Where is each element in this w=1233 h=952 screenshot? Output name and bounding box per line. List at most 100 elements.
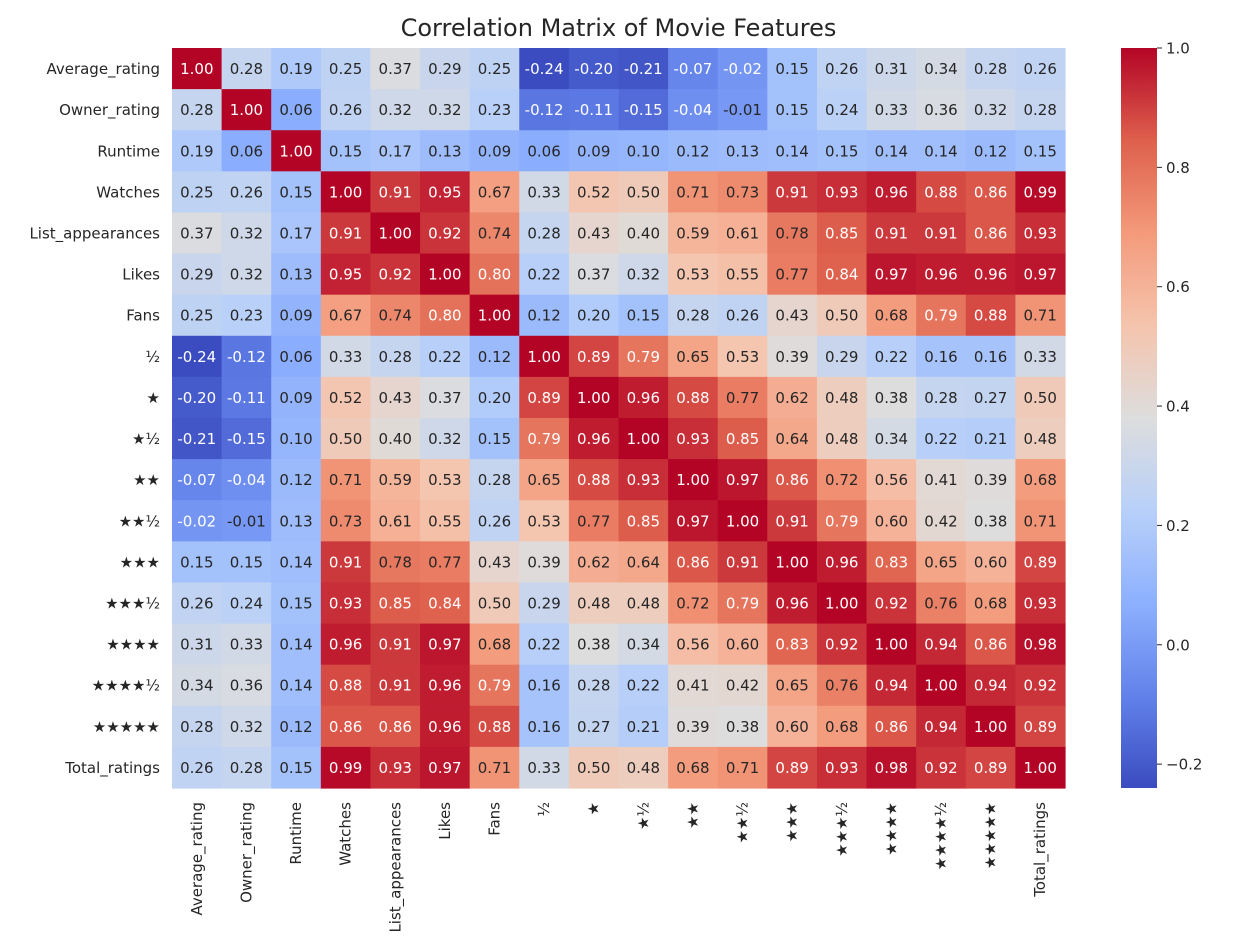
heatmap-cell-10-17	[1015, 459, 1066, 501]
heatmap-cell-4-14	[866, 212, 917, 255]
heatmap-cell-5-7	[519, 253, 570, 296]
heatmap-cell-0-16	[965, 48, 1016, 90]
heatmap-annotation-0-13: 0.26	[825, 60, 858, 78]
heatmap-cell-9-10	[668, 418, 719, 460]
heatmap-annotation-3-3: 1.00	[329, 183, 362, 201]
x-tick-label-0: Average_rating	[188, 802, 207, 916]
heatmap-cell-11-6	[469, 500, 520, 542]
heatmap-cell-6-15	[916, 294, 967, 337]
x-tick-label-7: ½	[535, 802, 553, 817]
heatmap-cell-1-11	[717, 89, 768, 131]
heatmap-annotation-6-0: 0.25	[180, 307, 213, 325]
heatmap-cell-7-15	[916, 335, 967, 378]
heatmap-cell-13-16	[965, 582, 1016, 625]
heatmap-annotation-16-10: 0.39	[676, 718, 709, 736]
heatmap-cell-15-14	[866, 664, 917, 707]
heatmap-cell-9-7	[519, 418, 570, 460]
heatmap-annotation-9-9: 1.00	[627, 430, 660, 448]
heatmap-annotation-17-15: 0.92	[924, 759, 957, 777]
x-tick-label-3: Watches	[337, 802, 355, 866]
heatmap-annotation-12-9: 0.64	[627, 553, 660, 571]
heatmap-annotation-1-8: -0.11	[574, 101, 613, 119]
heatmap-annotation-11-7: 0.53	[527, 512, 560, 530]
heatmap-annotation-3-17: 0.99	[1023, 183, 1056, 201]
heatmap-annotation-17-8: 0.50	[577, 759, 610, 777]
heatmap-cell-16-2	[271, 705, 322, 748]
heatmap-annotation-6-17: 0.71	[1023, 307, 1056, 325]
heatmap-cell-0-8	[568, 48, 620, 90]
heatmap-cell-7-12	[767, 335, 818, 378]
heatmap-annotation-7-6: 0.12	[478, 348, 511, 366]
heatmap-annotation-11-8: 0.77	[577, 512, 610, 530]
heatmap-annotation-7-5: 0.22	[428, 348, 461, 366]
y-tick-labels: Average_rating Owner_rating Runtime Watches…	[29, 60, 160, 778]
x-tick-label-15: ★★★★½	[932, 802, 950, 870]
heatmap-cell-4-15	[916, 212, 967, 255]
heatmap-cell-10-2	[271, 459, 322, 501]
x-tick-label-9: ★½	[634, 802, 652, 830]
heatmap-cell-17-10	[668, 746, 719, 789]
heatmap-cell-16-1	[221, 705, 272, 748]
heatmap-annotation-14-14: 1.00	[875, 636, 908, 654]
heatmap-cell-11-3	[320, 500, 372, 542]
heatmap-cell-3-16	[965, 171, 1016, 214]
heatmap-annotation-8-8: 1.00	[577, 389, 610, 407]
heatmap-annotation-2-16: 0.12	[974, 142, 1007, 160]
heatmap-cell-5-12	[767, 253, 818, 296]
heatmap-cell-12-17	[1015, 541, 1066, 584]
heatmap-cell-10-1	[221, 459, 272, 501]
heatmap-annotation-6-9: 0.15	[627, 307, 660, 325]
heatmap-annotation-7-1: -0.12	[227, 348, 266, 366]
heatmap-annotation-16-9: 0.21	[627, 718, 660, 736]
heatmap-cell-16-9	[618, 705, 669, 748]
heatmap-annotation-4-4: 1.00	[379, 225, 412, 243]
heatmap-annotation-11-6: 0.26	[478, 512, 511, 530]
heatmap-annotation-13-6: 0.50	[478, 595, 511, 613]
heatmap-annotation-14-17: 0.98	[1023, 636, 1056, 654]
heatmap-annotation-11-4: 0.61	[379, 512, 412, 530]
heatmap-annotation-15-4: 0.91	[379, 677, 412, 695]
heatmap-cell-4-10	[668, 212, 719, 255]
heatmap-cell-8-2	[271, 376, 322, 419]
y-tick-label-0: Average_rating	[46, 60, 160, 79]
heatmap-cell-8-6	[469, 376, 520, 419]
heatmap-cell-7-10	[668, 335, 719, 378]
heatmap-annotation-17-13: 0.93	[825, 759, 858, 777]
heatmap-annotation-12-6: 0.43	[478, 553, 511, 571]
heatmap-cell-13-4	[370, 582, 421, 625]
heatmap-cell-0-13	[816, 48, 868, 90]
heatmap-annotation-10-1: -0.04	[227, 471, 266, 489]
heatmap-cell-12-1	[221, 541, 272, 584]
heatmap-cell-9-8	[568, 418, 620, 460]
heatmap-annotation-2-12: 0.14	[775, 142, 808, 160]
y-tick-label-6: Fans	[126, 307, 160, 325]
heatmap-cell-4-1	[221, 212, 272, 255]
heatmap-annotation-4-15: 0.91	[924, 225, 957, 243]
heatmap-annotation-15-11: 0.42	[726, 677, 759, 695]
heatmap-annotation-17-0: 0.26	[180, 759, 213, 777]
heatmap-annotation-9-5: 0.32	[428, 430, 461, 448]
heatmap-cell-15-11	[717, 664, 768, 707]
heatmap-annotation-4-8: 0.43	[577, 225, 610, 243]
heatmap-annotation-11-10: 0.97	[676, 512, 709, 530]
heatmap-annotation-17-1: 0.28	[230, 759, 263, 777]
heatmap-annotation-8-4: 0.43	[379, 389, 412, 407]
heatmap-cell-10-13	[816, 459, 868, 501]
heatmap-annotation-12-2: 0.14	[279, 553, 312, 571]
heatmap-annotation-3-7: 0.33	[527, 183, 560, 201]
heatmap-annotation-14-1: 0.33	[230, 636, 263, 654]
heatmap-annotation-9-1: -0.15	[227, 430, 266, 448]
heatmap-annotation-10-17: 0.68	[1023, 471, 1056, 489]
heatmap-cell-2-2	[271, 130, 322, 172]
heatmap-annotation-8-13: 0.48	[825, 389, 858, 407]
heatmap-annotation-9-7: 0.79	[527, 430, 560, 448]
heatmap-annotation-6-12: 0.43	[775, 307, 808, 325]
heatmap-annotation-10-13: 0.72	[825, 471, 858, 489]
heatmap-cell-16-7	[519, 705, 570, 748]
heatmap-annotation-1-10: -0.04	[674, 101, 713, 119]
heatmap-annotation-5-14: 0.97	[875, 266, 908, 284]
heatmap-cell-11-17	[1015, 500, 1066, 542]
heatmap-annotation-9-14: 0.34	[875, 430, 908, 448]
heatmap-annotation-16-14: 0.86	[875, 718, 908, 736]
heatmap-cell-17-4	[370, 746, 421, 789]
